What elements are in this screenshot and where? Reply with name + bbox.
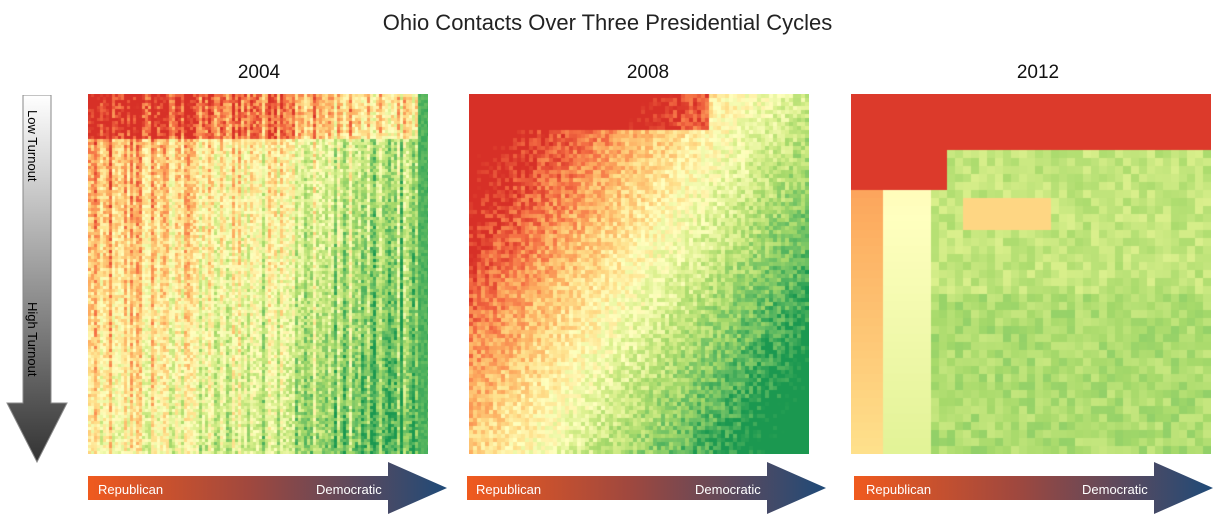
panel-title-2012: 2012	[1016, 62, 1060, 83]
heatmap-2004	[88, 94, 428, 454]
republican-label-2008: Republican	[476, 482, 542, 497]
high-turnout-label: High Turnout	[25, 302, 40, 377]
low-turnout-label: Low Turnout	[25, 110, 40, 182]
democratic-label-2012: Democratic	[1082, 482, 1148, 497]
heatmap-2008	[469, 94, 809, 454]
party-axis-arrow-2012	[854, 462, 1213, 514]
chart-title: Ohio Contacts Over Three Presidential Cy…	[382, 10, 833, 35]
republican-label-2004: Republican	[98, 482, 164, 497]
heatmap-2012	[851, 94, 1211, 454]
party-axis-arrow-2008	[467, 462, 826, 514]
democratic-label-2004: Democratic	[316, 482, 382, 497]
turnout-axis-arrow	[6, 95, 68, 463]
party-axis-arrow-2004	[88, 462, 447, 514]
panel-title-2008: 2008	[626, 62, 670, 83]
democratic-label-2008: Democratic	[695, 482, 761, 497]
panel-title-2004: 2004	[237, 62, 281, 83]
republican-label-2012: Republican	[866, 482, 932, 497]
